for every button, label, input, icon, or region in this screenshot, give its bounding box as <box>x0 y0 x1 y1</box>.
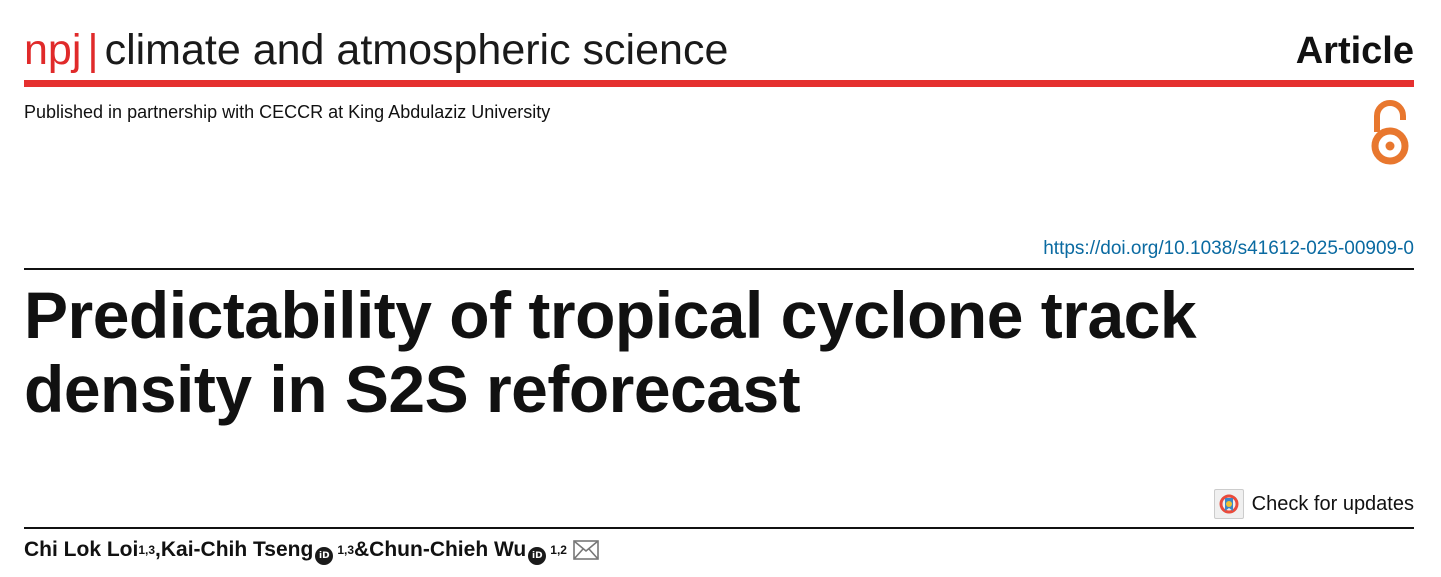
author-name[interactable]: Chi Lok Loi <box>24 538 139 561</box>
author-affiliation: 1,3 <box>138 543 156 557</box>
orcid-icon[interactable]: iD <box>528 547 547 565</box>
author-separator: , <box>155 538 161 561</box>
check-for-updates-button[interactable]: Check for updates <box>1213 488 1414 520</box>
check-for-updates-label: Check for updates <box>1251 492 1414 515</box>
check-for-updates-icon <box>1213 489 1244 519</box>
journal-name[interactable]: climate and atmospheric science <box>104 26 729 74</box>
author-list: Chi Lok Loi 1,3, Kai-Chih Tseng iD 1,3 & Ch… <box>24 535 599 567</box>
author-name[interactable]: Chun-Chieh Wu <box>369 538 527 561</box>
author-name[interactable]: Kai-Chih Tseng <box>160 538 314 561</box>
article-title: Predictability of tropical cyclone track… <box>24 278 1414 426</box>
orcid-icon[interactable]: iD <box>315 547 334 565</box>
title-top-rule <box>24 268 1414 270</box>
journal-masthead: npj | climate and atmospheric science <box>24 22 728 78</box>
email-envelope-icon[interactable] <box>573 540 599 560</box>
partner-line: Published in partnership with CECCR at K… <box>24 102 551 122</box>
article-type-label: Article <box>1295 30 1414 72</box>
doi-link[interactable]: https://doi.org/10.1038/s41612-025-00909… <box>1043 238 1414 259</box>
author-separator: & <box>354 538 370 561</box>
article-title-line-2: density in S2S reforecast <box>24 352 801 426</box>
open-access-lock-icon <box>1371 100 1409 165</box>
header-rule <box>24 80 1414 87</box>
journal-separator: | <box>87 26 99 74</box>
journal-brand[interactable]: npj <box>24 26 82 74</box>
authors-top-rule <box>24 527 1414 529</box>
article-title-line-1: Predictability of tropical cyclone track <box>24 278 1197 352</box>
author-affiliation: 1,3 <box>337 543 354 557</box>
author-affiliation: 1,2 <box>550 543 567 557</box>
